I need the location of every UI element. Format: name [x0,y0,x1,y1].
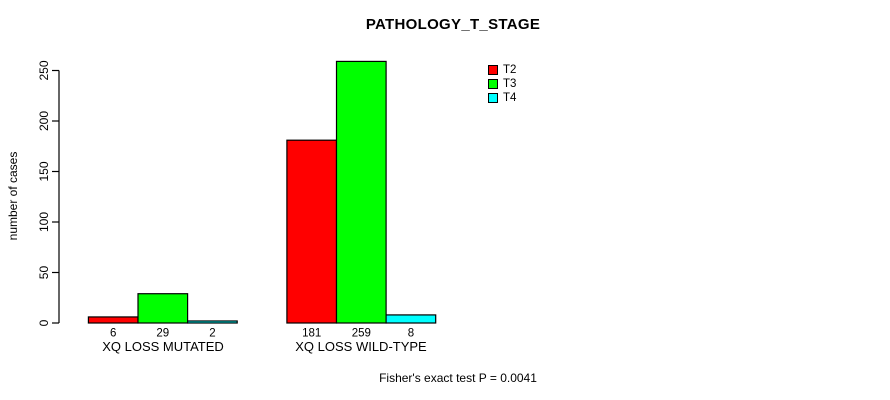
legend: T2 T3 T4 [488,63,516,105]
y-tick-label: 250 [37,60,51,80]
bar-value-label: 8 [408,328,414,340]
bar-value-label: 6 [110,328,116,340]
legend-item-t4: T4 [488,91,516,105]
legend-label-t3: T3 [503,78,517,90]
bar-t3-group0 [137,293,189,324]
y-tick-label: 150 [37,161,51,181]
bar-t2-group1 [286,139,338,324]
bar-t4-group0 [187,320,238,324]
chart-title: PATHOLOGY_T_STAGE [365,16,541,33]
y-tick-label: 100 [37,212,51,232]
legend-label-t4: T4 [503,92,517,104]
legend-swatch-t4-icon [488,93,498,103]
bar-t4-group1 [385,314,437,324]
legend-item-t3: T3 [488,77,516,91]
stat-annotation: Fisher's exact test P = 0.0041 [379,371,537,385]
bar-t3-group1 [335,60,387,324]
y-tick-label: 0 [37,319,51,326]
category-label-mutated: XQ LOSS MUTATED [102,339,224,354]
y-tick-label: 50 [37,266,51,280]
bar-value-label: 2 [209,328,215,340]
bar-value-label: 259 [352,328,371,340]
legend-item-t2: T2 [488,63,516,77]
category-label-wild-type: XQ LOSS WILD-TYPE [295,339,427,354]
bar-t2-group0 [87,316,139,324]
bar-value-label: 29 [156,328,169,340]
legend-swatch-t3-icon [488,79,498,89]
legend-swatch-t2-icon [488,65,498,75]
bar-value-label: 181 [302,328,321,340]
y-tick-label: 200 [37,111,51,131]
legend-label-t2: T2 [503,64,517,76]
